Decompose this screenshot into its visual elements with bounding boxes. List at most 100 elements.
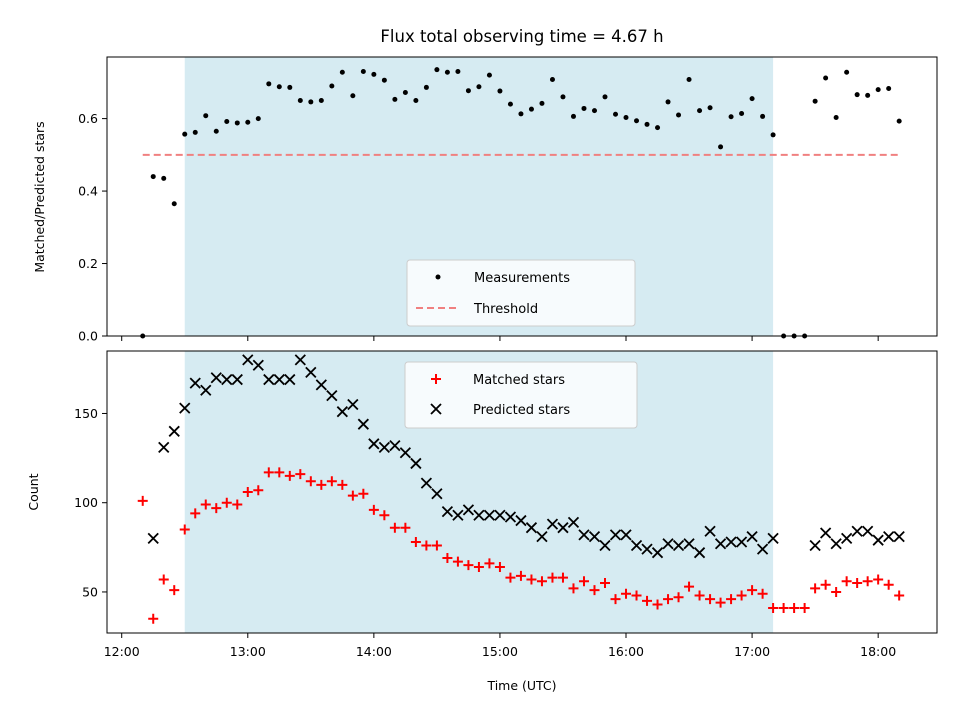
chart-title: Flux total observing time = 4.67 h bbox=[380, 27, 663, 46]
predicted-stars-point bbox=[431, 488, 443, 500]
matched-stars-point bbox=[442, 553, 453, 564]
measurement-point bbox=[560, 94, 566, 100]
measurement-point bbox=[770, 132, 776, 138]
matched-stars-point bbox=[547, 572, 558, 583]
x-tick-label: 12:00 bbox=[104, 644, 140, 659]
predicted-stars-point bbox=[714, 538, 727, 550]
predicted-stars-point bbox=[862, 525, 874, 537]
measurement-point bbox=[865, 92, 871, 98]
predicted-stars-point bbox=[473, 509, 485, 521]
matched-stars-point bbox=[610, 594, 621, 605]
predicted-stars-point bbox=[158, 441, 170, 454]
matched-stars-point bbox=[431, 540, 442, 551]
matched-stars-point bbox=[557, 572, 568, 583]
matched-stars-point bbox=[284, 470, 295, 481]
matched-stars-point bbox=[841, 576, 852, 587]
matched-stars-point bbox=[631, 590, 642, 601]
predicted-stars-point bbox=[630, 539, 643, 552]
matched-stars-point bbox=[820, 579, 831, 590]
bottom-y-tick-label: 100 bbox=[74, 495, 98, 510]
measurement-point bbox=[444, 69, 450, 75]
measurement-point bbox=[392, 96, 398, 102]
predicted-stars-point bbox=[620, 529, 632, 541]
predicted-stars-point bbox=[599, 539, 611, 552]
matched-stars-point bbox=[873, 574, 884, 585]
predicted-stars-point bbox=[641, 543, 653, 555]
bottom-plot-frame bbox=[106, 350, 938, 634]
matched-stars-point bbox=[621, 588, 632, 599]
predicted-stars-point bbox=[200, 384, 212, 396]
measurement-point bbox=[318, 97, 324, 103]
matched-stars-point bbox=[600, 578, 610, 589]
predicted-stars-point bbox=[662, 538, 674, 550]
predicted-stars-point bbox=[462, 504, 475, 516]
measurement-point bbox=[812, 98, 818, 104]
matched-stars-point bbox=[642, 595, 653, 606]
predicted-stars-point bbox=[494, 509, 506, 521]
matched-stars-point bbox=[421, 540, 432, 551]
predicted-stars-point bbox=[725, 536, 737, 548]
measurement-point bbox=[518, 111, 524, 117]
matched-stars-point bbox=[221, 497, 232, 508]
predicted-stars-point bbox=[683, 538, 695, 550]
matched-stars-point bbox=[663, 594, 674, 605]
matched-stars-point bbox=[726, 594, 737, 605]
predicted-stars-point bbox=[578, 529, 590, 541]
predicted-stars-point bbox=[399, 447, 412, 459]
top-legend: Measurements Threshold bbox=[406, 259, 636, 327]
top-series-group bbox=[140, 67, 902, 339]
matched-stars-point bbox=[747, 585, 758, 596]
predicted-stars-point bbox=[809, 539, 821, 552]
matched-stars-point bbox=[862, 576, 873, 587]
measurement-point bbox=[896, 118, 902, 124]
top-y-tick-label: 0.4 bbox=[78, 184, 98, 199]
predicted-stars-point bbox=[326, 389, 338, 402]
top-y-tick-label: 0.6 bbox=[78, 111, 98, 126]
matched-stars-point bbox=[316, 479, 327, 490]
predicted-stars-point bbox=[609, 529, 622, 541]
measurement-point bbox=[728, 114, 734, 120]
predicted-stars-point bbox=[830, 538, 842, 550]
measurement-point bbox=[423, 84, 429, 90]
matched-stars-point bbox=[484, 558, 495, 569]
measurement-point bbox=[528, 106, 534, 112]
predicted-stars-point bbox=[252, 359, 264, 371]
legend-measurements-marker bbox=[435, 274, 441, 280]
matched-stars-point bbox=[452, 556, 463, 567]
bottom-legend: Matched stars Predicted stars bbox=[404, 361, 638, 429]
matched-stars-point bbox=[883, 579, 894, 590]
predicted-stars-point bbox=[851, 525, 863, 537]
matched-stars-point bbox=[536, 576, 547, 587]
predicted-stars-point bbox=[357, 418, 369, 430]
matched-stars-point bbox=[778, 603, 789, 614]
measurement-point bbox=[486, 72, 492, 78]
predicted-stars-point bbox=[168, 425, 180, 437]
top-y-ticks: 0.0 0.2 0.4 0.6 bbox=[78, 111, 107, 344]
predicted-stars-point bbox=[179, 402, 191, 414]
matched-stars-point bbox=[463, 560, 474, 571]
measurement-point bbox=[686, 76, 692, 82]
predicted-stars-point bbox=[305, 366, 317, 379]
predicted-stars-point bbox=[315, 379, 327, 391]
x-tick-label: 14:00 bbox=[356, 644, 392, 659]
matched-stars-point bbox=[179, 524, 190, 535]
measurement-point bbox=[224, 118, 230, 124]
measurement-point bbox=[255, 116, 261, 122]
measurement-point bbox=[718, 144, 724, 150]
x-tick-label: 17:00 bbox=[734, 644, 770, 659]
measurement-point bbox=[581, 105, 587, 111]
matched-stars-point bbox=[736, 590, 747, 601]
matched-stars-point bbox=[358, 488, 369, 499]
predicted-stars-point bbox=[704, 525, 716, 537]
measurement-point bbox=[360, 68, 366, 74]
bottom-y-ticks: 50 100 150 bbox=[74, 406, 107, 599]
measurement-point bbox=[665, 99, 671, 105]
measurement-point bbox=[497, 88, 503, 94]
measurement-point bbox=[623, 115, 629, 121]
predicted-stars-point bbox=[504, 511, 517, 523]
matched-stars-point bbox=[473, 561, 484, 572]
matched-stars-point bbox=[305, 476, 316, 487]
measurement-point bbox=[707, 105, 713, 111]
matched-stars-point bbox=[389, 522, 400, 533]
